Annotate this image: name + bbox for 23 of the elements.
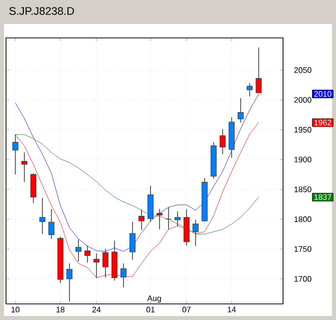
candlestick <box>220 128 226 155</box>
candlestick <box>166 206 172 230</box>
candlestick <box>138 209 145 230</box>
candlestick <box>21 152 28 183</box>
candlestick <box>30 172 36 204</box>
candlestick <box>256 47 262 94</box>
line-series <box>15 122 259 278</box>
candlestick <box>192 219 199 246</box>
candlestick <box>156 208 163 230</box>
chart-title: S.JP.J8238.D <box>9 7 74 15</box>
candlestick <box>120 262 126 288</box>
line-series <box>15 134 259 234</box>
candlestick <box>130 221 136 260</box>
candlestick <box>174 211 181 227</box>
candlestick <box>39 197 46 235</box>
candlestick <box>48 208 54 240</box>
candlestick <box>84 245 90 264</box>
candlestick <box>238 98 244 123</box>
candlestick <box>66 262 72 302</box>
candlestick <box>75 239 82 262</box>
candlestick <box>12 134 18 175</box>
candlestick <box>246 82 253 97</box>
candlestick <box>148 185 154 222</box>
